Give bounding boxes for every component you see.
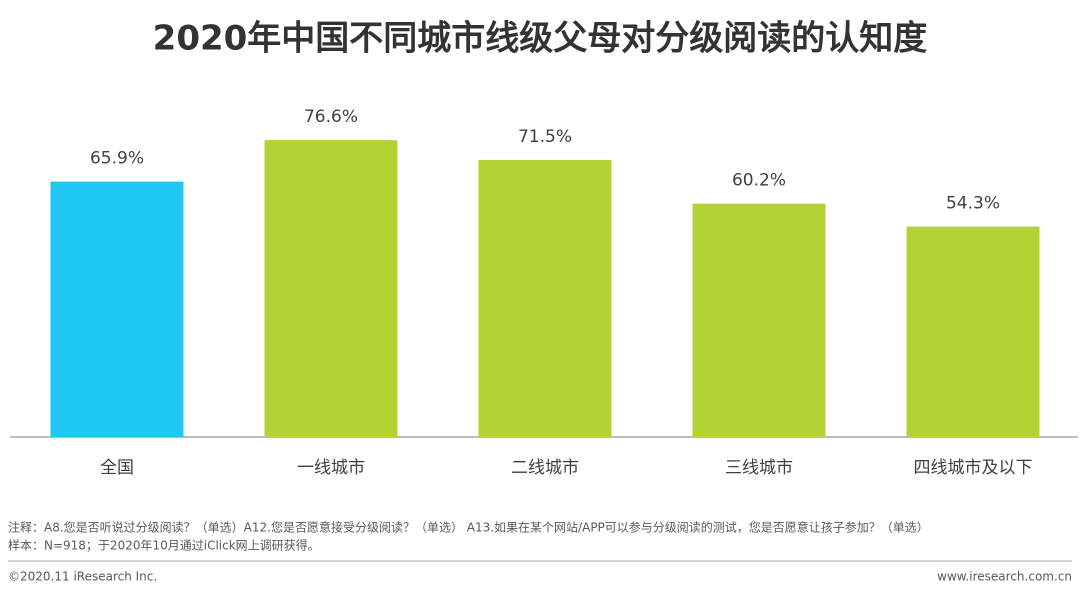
- website: www.iresearch.com.cn: [937, 570, 1072, 584]
- bar: [264, 140, 398, 438]
- x-tick-label: 二线城市: [511, 458, 579, 478]
- x-tick-label: 全国: [100, 458, 134, 478]
- x-tick-label: 三线城市: [725, 458, 793, 478]
- bar: [692, 203, 826, 437]
- bar: [50, 181, 184, 437]
- copyright: ©2020.11 iResearch Inc.: [8, 570, 157, 584]
- x-tick-label: 四线城市及以下: [914, 458, 1033, 478]
- note: 样本：N=918；于2020年10月通过iClick网上调研获得。: [8, 538, 320, 553]
- value-label: 54.3%: [946, 194, 1000, 214]
- value-label: 76.6%: [304, 107, 358, 127]
- chart-title: 2020年中国不同城市线级父母对分级阅读的认知度: [153, 19, 928, 59]
- note: 注释：A8.您是否听说过分级阅读？（单选）A12.您是否愿意接受分级阅读？（单选…: [8, 520, 929, 535]
- value-label: 71.5%: [518, 127, 572, 147]
- value-label: 60.2%: [732, 171, 786, 191]
- bar: [478, 159, 612, 437]
- x-tick-label: 一线城市: [297, 458, 365, 478]
- bar: [906, 226, 1040, 437]
- value-label: 65.9%: [90, 149, 144, 169]
